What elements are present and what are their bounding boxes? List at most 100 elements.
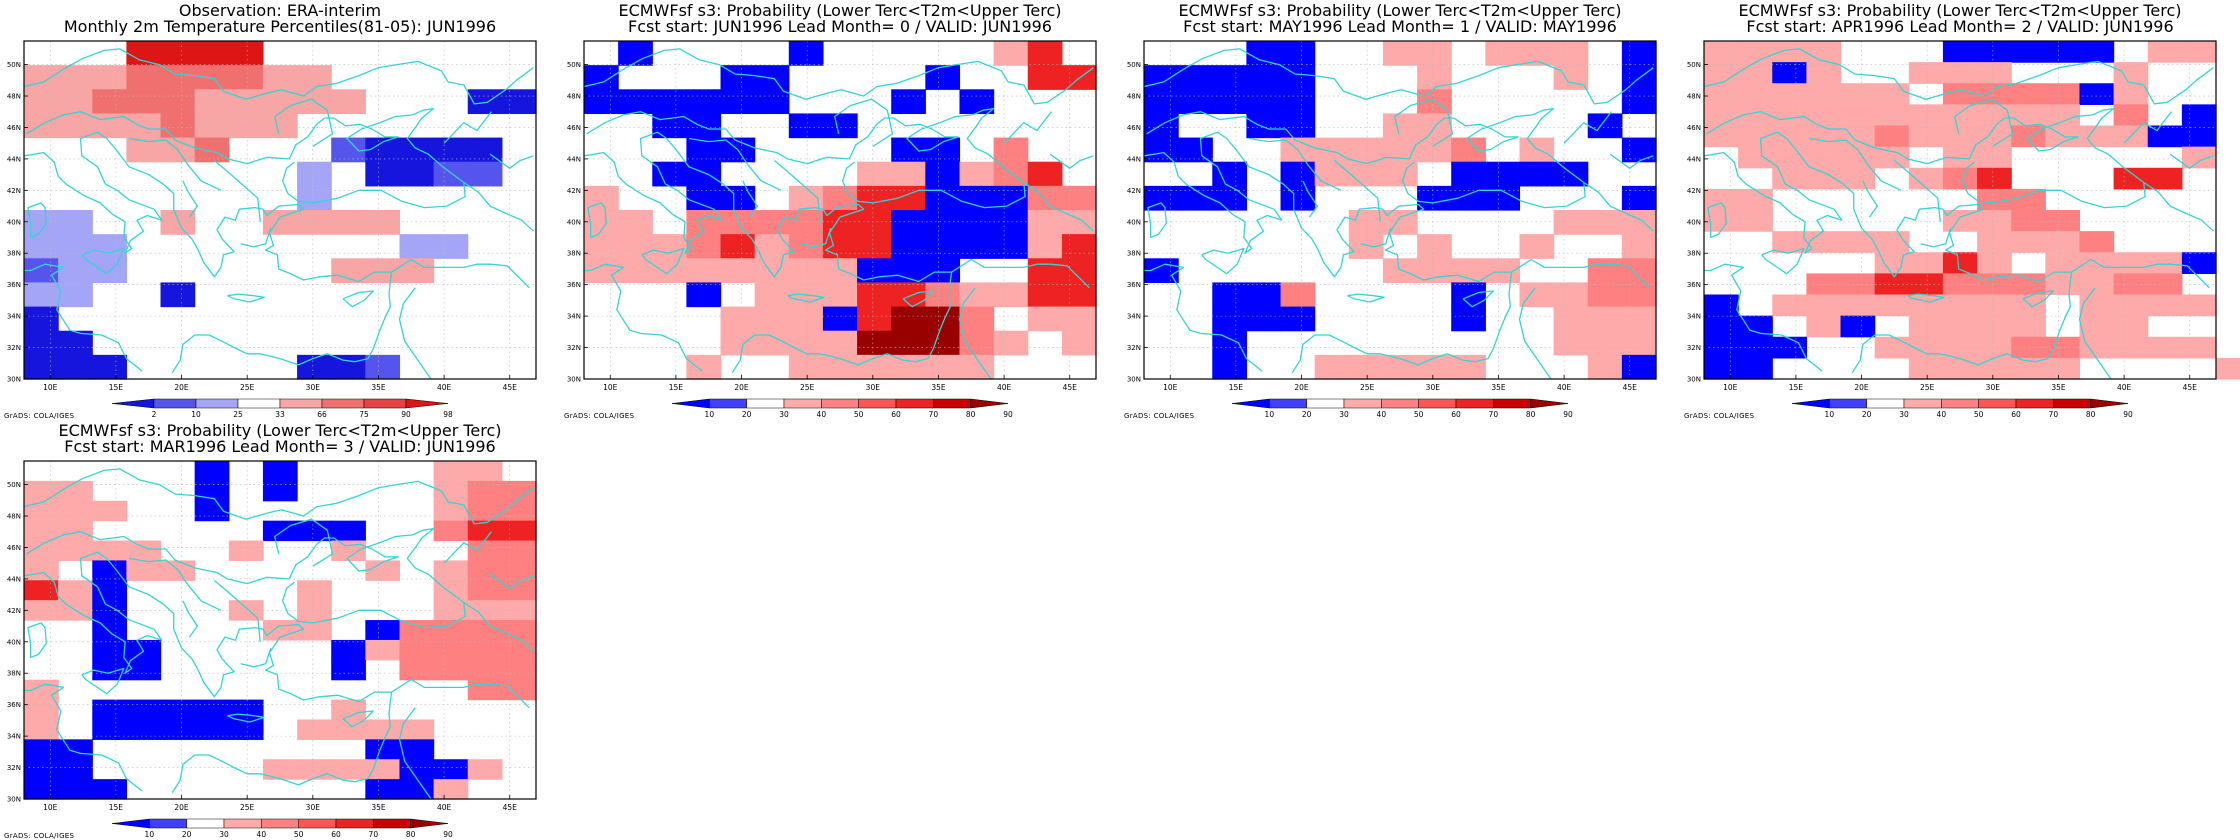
grid-cell [433,520,469,542]
coastline [951,258,1090,289]
grid-cell [1280,41,1316,66]
grid-cell [1621,354,1657,380]
grid-cell [433,480,469,502]
grid-cell [1212,354,1247,380]
grid-cell [331,210,366,235]
lat-tick-label: 36N [567,281,581,289]
grid-cell [1806,315,1842,338]
coastline [274,518,334,567]
grid-cell [1738,146,1773,169]
colorbar-label: 20 [1302,410,1312,419]
grid-cell [126,699,162,721]
grid-cell [1977,231,2012,253]
lon-tick-label: 25E [800,383,815,392]
grid-cell [331,659,366,681]
grid-cell [194,699,230,721]
grid-cell [1977,315,2012,338]
grid-cell [1417,234,1452,259]
colorbar-label: 90 [1563,410,1573,419]
grid-cell [92,113,127,139]
grid-cell [1246,113,1282,139]
grid-cell [1212,65,1247,90]
grid-cell [1840,83,1876,105]
grid-cell [365,210,401,235]
grid-cell [1738,83,1773,105]
grid-cell [1587,282,1623,308]
colorbar-swatch [671,398,710,409]
grid-cell [1451,306,1486,332]
grid-cell [1382,161,1418,187]
grid-cell [92,779,127,800]
grid-cell [24,580,59,601]
grid-cell [331,137,366,163]
grid-cell [993,282,1029,308]
grid-cell [160,210,196,235]
grid-cell [1027,210,1063,235]
lon-tick-label: 35E [2051,383,2066,392]
coastline [24,551,393,794]
grid-cell [1144,137,1179,163]
coastline [1023,181,1094,232]
grid-cell [652,89,687,115]
grid-cell [1908,62,1944,84]
grid-cell [1977,62,2012,84]
probability-map: 10E 15E 20E 25E 30E 35E 40E 45E 30N 32N 34N 36N 38N 4… [567,40,1097,419]
colorbar-swatch [373,818,411,829]
coastlines [584,48,1094,379]
coastline [584,131,953,374]
grid-cell [686,113,722,139]
grid-cell [1840,125,1876,148]
coastline [834,98,894,147]
grid-cell [194,137,230,163]
grid-cell [754,210,790,235]
grid-cell [126,719,162,740]
colorbar: 10 20 30 40 50 60 70 80 90 [1231,398,1573,419]
colorbar-swatch [363,398,407,409]
grid-cell [365,779,401,800]
grid-cell [1519,282,1555,308]
colorbar-swatch [1829,398,1867,409]
grid-cell [1942,315,1978,338]
grid-cell [1587,113,1623,139]
grid-cell [788,306,824,332]
lon-tick-label: 25E [1360,383,1375,392]
grid-cell [1942,336,1978,359]
grid-cell [2113,294,2149,317]
grid-cell [959,89,995,115]
grid-cell [297,580,332,601]
grid-cell [1027,65,1063,90]
grid-cell [126,540,162,562]
lon-tick-label: 40E [437,383,452,392]
colorbar-swatch [746,398,785,409]
grid-cell [126,137,162,163]
grid-cell [652,161,687,187]
grid-cell [24,540,59,562]
grid-cell [857,161,892,187]
grid-cell [467,639,503,661]
colorbar-swatch [321,398,365,409]
coastline [463,181,534,232]
grid-cell [686,137,722,163]
grid-cell [618,210,653,235]
coastline [1707,202,1727,239]
colorbar-label: 50 [854,410,864,419]
grid-cell [1806,273,1842,296]
colorbar-label: 98 [443,410,453,419]
colorbar-label: 33 [275,410,285,419]
grid-cell [1212,282,1247,308]
coastline [227,713,265,723]
lon-tick-label: 25E [240,803,255,812]
coastline [2071,258,2210,289]
colorbar-swatch [195,398,239,409]
grid-cell [92,500,127,522]
grid-cell [1977,273,2012,296]
grid-cell [1553,41,1589,66]
colorbar-swatch [1903,398,1942,409]
grid-cell [1314,354,1350,380]
grid-cell [1061,185,1097,211]
grid-cell [720,185,756,211]
grid-cell [1704,315,1739,338]
grid-cell [297,185,332,211]
grid-cell [1977,336,2012,359]
lon-tick-label: 15E [669,383,684,392]
